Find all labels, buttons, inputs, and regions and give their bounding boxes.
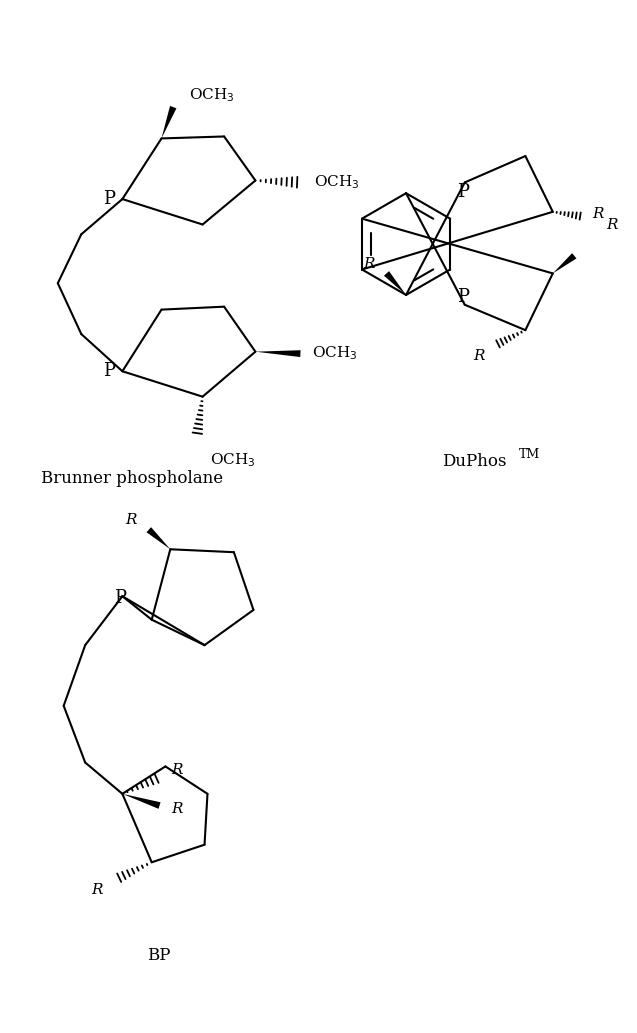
Text: OCH$_3$: OCH$_3$	[314, 174, 360, 191]
Polygon shape	[255, 350, 301, 357]
Polygon shape	[162, 106, 176, 138]
Text: P: P	[115, 589, 126, 607]
Text: R: R	[473, 348, 484, 363]
Text: P: P	[457, 288, 469, 306]
Text: Brunner phospholane: Brunner phospholane	[41, 470, 223, 488]
Polygon shape	[147, 527, 170, 550]
Polygon shape	[122, 793, 161, 809]
Text: DuPhos: DuPhos	[442, 452, 507, 470]
Text: P: P	[103, 190, 115, 208]
Text: R: R	[171, 763, 183, 778]
Text: R: R	[91, 882, 103, 897]
Text: R: R	[125, 513, 137, 527]
Polygon shape	[384, 271, 406, 295]
Text: OCH$_3$: OCH$_3$	[189, 87, 234, 104]
Text: OCH$_3$: OCH$_3$	[210, 451, 256, 469]
Text: OCH$_3$: OCH$_3$	[312, 345, 357, 363]
Text: TM: TM	[519, 448, 540, 461]
Text: R: R	[363, 256, 375, 271]
Text: P: P	[103, 363, 115, 380]
Text: R: R	[171, 803, 183, 816]
Text: R: R	[606, 219, 618, 232]
Text: R: R	[592, 207, 603, 221]
Polygon shape	[553, 253, 576, 274]
Text: P: P	[457, 183, 469, 201]
Text: BP: BP	[147, 946, 170, 964]
